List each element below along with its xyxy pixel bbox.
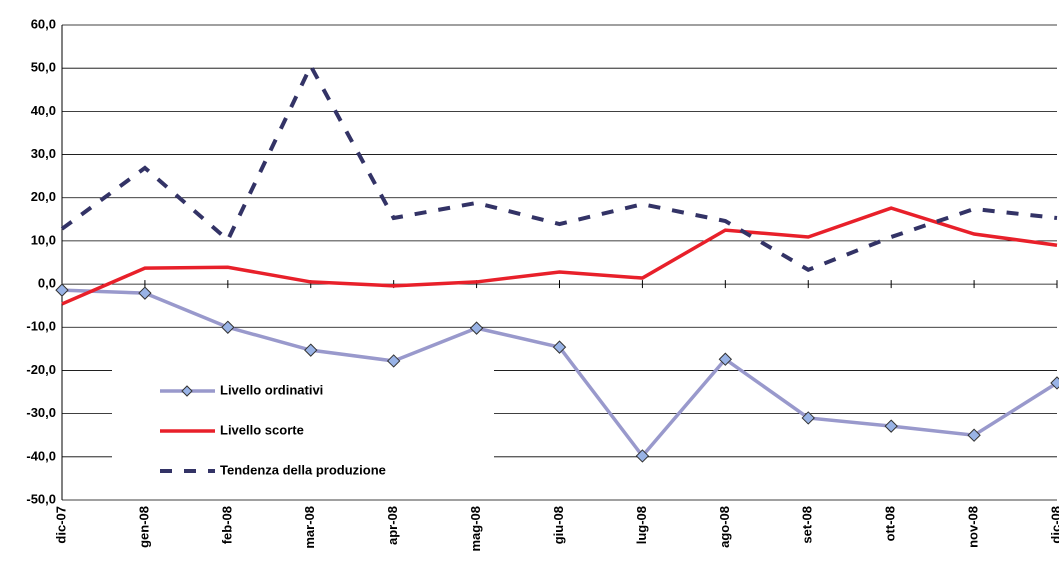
x-tick-label: dic-08 xyxy=(1048,506,1059,544)
x-tick-label: feb-08 xyxy=(219,506,234,544)
y-tick-label: -40,0 xyxy=(26,448,56,463)
x-tick-label: mag-08 xyxy=(468,506,483,552)
marker xyxy=(55,283,69,297)
y-tick-label: 40,0 xyxy=(31,103,56,118)
y-tick-label: 30,0 xyxy=(31,146,56,161)
marker xyxy=(552,340,567,354)
y-tick-label: 60,0 xyxy=(31,16,56,31)
x-tick-label: dic-07 xyxy=(53,506,68,544)
marker xyxy=(967,428,981,442)
y-tick-label: -20,0 xyxy=(26,362,56,377)
legend-label: Livello scorte xyxy=(220,422,304,437)
series-line xyxy=(60,61,1058,273)
marker xyxy=(718,352,733,366)
x-tick-label: ago-08 xyxy=(717,506,732,548)
marker xyxy=(1050,376,1059,390)
marker xyxy=(138,286,152,300)
y-tick-label: -50,0 xyxy=(26,491,56,506)
series-line xyxy=(61,206,1058,306)
y-tick-label: -10,0 xyxy=(26,319,56,334)
y-tick-label: 10,0 xyxy=(31,232,56,247)
y-tick-label: 0,0 xyxy=(38,276,56,291)
x-tick-label: giu-08 xyxy=(551,506,566,544)
legend-marker xyxy=(181,385,193,397)
x-tick-label: lug-08 xyxy=(634,506,649,544)
y-tick-label: 20,0 xyxy=(31,189,56,204)
marker xyxy=(386,354,401,368)
marker xyxy=(221,320,235,334)
x-tick-label: gen-08 xyxy=(136,506,151,548)
marker xyxy=(635,449,650,463)
marker xyxy=(469,321,484,335)
x-tick-label: mar-08 xyxy=(302,506,317,549)
x-tick-label: nov-08 xyxy=(966,506,981,548)
marker xyxy=(304,343,318,357)
y-tick-label: -30,0 xyxy=(26,405,56,420)
legend-label: Tendenza della produzione xyxy=(220,462,386,477)
x-tick-label: set-08 xyxy=(800,506,815,544)
marker xyxy=(801,411,815,425)
marker xyxy=(884,419,898,433)
legend-label: Livello ordinativi xyxy=(220,382,323,397)
x-tick-label: ott-08 xyxy=(883,506,898,541)
x-tick-label: apr-08 xyxy=(385,506,400,545)
legend: Livello ordinativi Livello scorte Tendenza… xyxy=(112,370,494,490)
y-tick-label: 50,0 xyxy=(31,60,56,75)
